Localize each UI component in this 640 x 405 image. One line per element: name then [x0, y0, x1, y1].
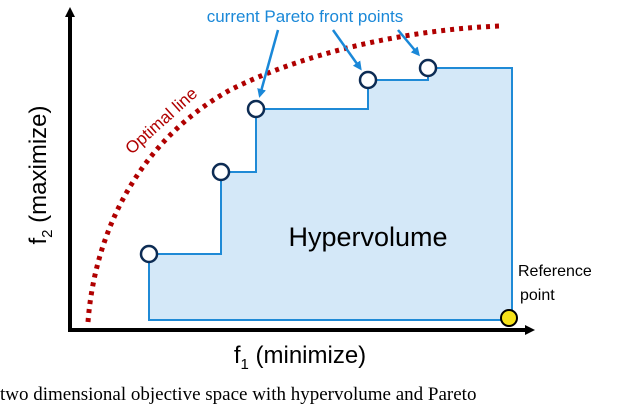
annotation-pareto: current Pareto front points	[207, 7, 404, 26]
optimal-line	[85, 23, 501, 323]
pareto-point	[139, 244, 159, 264]
hypervolume-label: Hypervolume	[288, 222, 447, 252]
pareto-arrow-2	[331, 29, 362, 71]
pareto-point	[358, 70, 378, 90]
y-axis-title: f2 (maximize)	[25, 105, 56, 244]
pareto-arrow-3	[397, 29, 420, 57]
pareto-point	[211, 162, 231, 182]
reference-point	[500, 309, 518, 327]
pareto-point	[246, 99, 266, 119]
caption: two dimensional objective space with hyp…	[0, 384, 476, 405]
reference-label-line2: point	[520, 287, 555, 304]
pareto-point	[418, 58, 438, 78]
hypervolume-region	[148, 67, 513, 321]
reference-label-line1: Reference	[518, 263, 592, 280]
x-axis-title: f1 (minimize)	[234, 342, 366, 373]
optimal-line-label: Optimal line	[122, 84, 201, 158]
pareto-arrow-1	[257, 29, 280, 98]
